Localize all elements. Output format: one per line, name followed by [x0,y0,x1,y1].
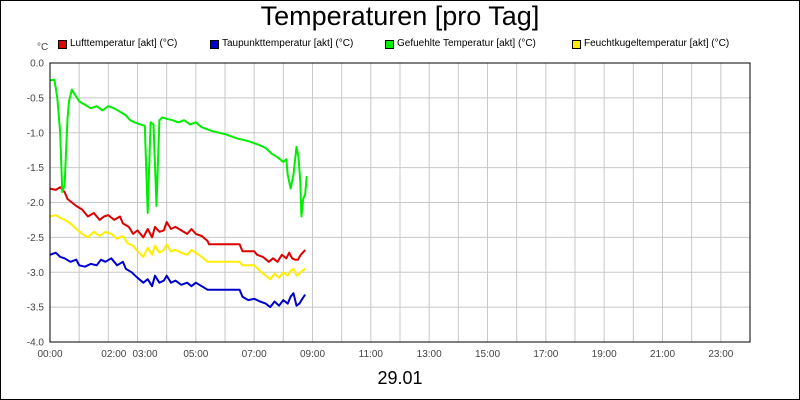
x-tick-label: 17:00 [533,349,558,360]
y-axis-unit: °C [37,42,49,53]
y-tick-label: -4.0 [27,338,45,349]
series-lines [49,78,308,309]
legend-label-feuchtkugeltemperatur: Feuchtkugeltemperatur [akt] (°C) [584,38,730,49]
y-tick-label: 0.0 [30,59,44,70]
y-tick-label: -1.5 [27,163,45,174]
y-tick-label: -0.5 [27,93,45,104]
x-tick-label: 09:00 [300,349,325,360]
x-tick-label: 23:00 [708,349,733,360]
legend-label-lufttemperatur: Lufttemperatur [akt] (°C) [70,38,178,49]
plot-area-border [49,62,751,343]
date-label: 29.01 [377,368,423,388]
y-axis-ticks: 0.0 -0.5 -1.0 -1.5 -2.0 -2.5 -3.0 -3.5 -4.0 [27,59,45,349]
x-tick-label: 21:00 [650,349,675,360]
chart-title: Temperaturen [pro Tag] [260,1,540,31]
legend-label-gefuehlte-temperatur: Gefuehlte Temperatur [akt] (°C) [397,38,536,49]
x-tick-label: 15:00 [475,349,500,360]
y-tick-label: -2.5 [27,233,45,244]
series-line-0 [49,186,306,263]
x-tick-label: 13:00 [417,349,442,360]
legend-swatch-gefuehlte-temperatur [385,40,394,49]
legend-label-taupunkttemperatur: Taupunkttemperatur [akt] (°C) [222,38,354,49]
legend-swatch-taupunkttemperatur [210,40,219,49]
series-line-2 [49,78,308,218]
y-tick-label: -3.0 [27,268,45,279]
x-tick-label: 19:00 [592,349,617,360]
x-tick-label: 05:00 [183,349,208,360]
y-tick-label: -3.5 [27,303,45,314]
x-tick-label: 11:00 [359,349,384,360]
series-line-1 [49,251,307,309]
legend-swatch-lufttemperatur [58,40,67,49]
y-tick-label: -2.0 [27,198,45,209]
y-tick-label: -1.0 [27,128,45,139]
series-line-3 [49,214,306,281]
x-axis-ticks: 00:00 02:00 03:00 05:00 07:00 09:00 11:00 13:00… [37,349,733,360]
x-tick-label: 03:00 [133,349,158,360]
x-tick-label: 07:00 [242,349,267,360]
x-tick-label: 02:00 [101,349,126,360]
legend-swatch-feuchtkugeltemperatur [572,40,581,49]
grid-lines [50,63,750,342]
x-tick-label: 00:00 [37,349,62,360]
